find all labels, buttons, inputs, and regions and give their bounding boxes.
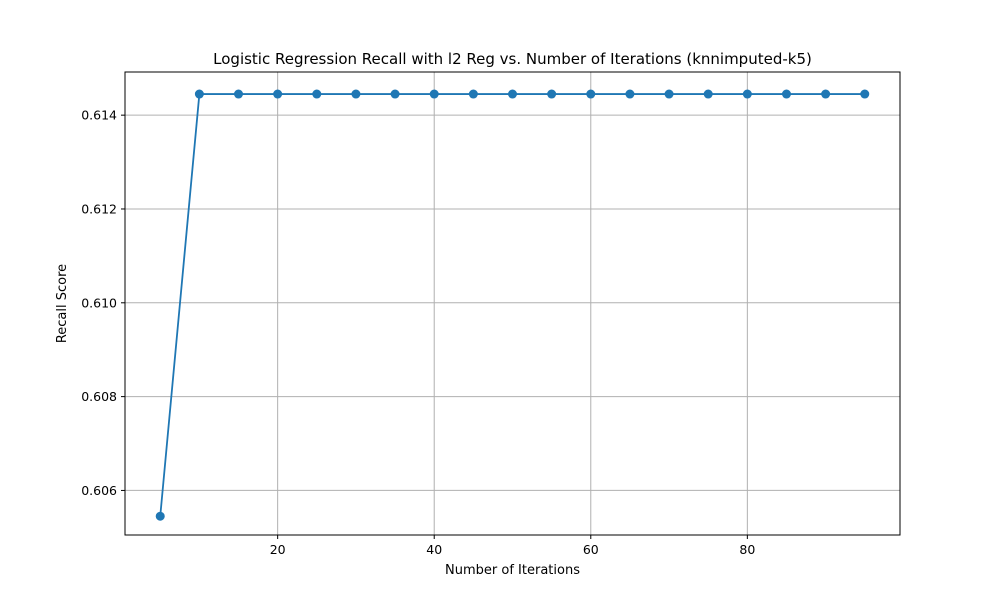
data-point xyxy=(547,89,557,99)
chart-title: Logistic Regression Recall with l2 Reg v… xyxy=(213,50,812,68)
data-point xyxy=(781,89,791,99)
plot-area-frame xyxy=(124,71,901,536)
data-point xyxy=(625,89,635,99)
data-point xyxy=(508,89,517,99)
data-point xyxy=(351,89,361,99)
data-point xyxy=(194,89,204,99)
data-point xyxy=(234,89,244,99)
data-point xyxy=(742,89,752,99)
x-tick-label: 80 xyxy=(739,542,755,557)
y-tick-label: 0.608 xyxy=(81,389,117,404)
data-point xyxy=(312,89,322,99)
data-point xyxy=(703,89,713,99)
data-point xyxy=(273,89,283,99)
data-point xyxy=(468,89,478,99)
y-tick-label: 0.614 xyxy=(81,108,117,123)
data-point xyxy=(586,89,596,99)
data-point xyxy=(664,89,674,99)
axis-ticks: 20 40 60 80 0.606 0.608 0.610 0.612 0.614 xyxy=(81,108,755,557)
x-tick-label: 60 xyxy=(583,542,599,557)
data-point xyxy=(860,89,870,99)
data-point xyxy=(429,89,439,99)
x-tick-label: 20 xyxy=(270,542,286,557)
y-tick-label: 0.612 xyxy=(81,201,117,216)
data-series xyxy=(155,89,870,521)
data-point xyxy=(821,89,831,99)
data-point xyxy=(390,89,400,99)
grid-lines xyxy=(125,72,900,535)
y-axis-label: Recall Score xyxy=(55,264,70,343)
x-axis-label: Number of Iterations xyxy=(445,563,580,578)
data-point xyxy=(155,511,165,521)
y-tick-label: 0.610 xyxy=(81,295,117,310)
y-tick-label: 0.606 xyxy=(81,483,117,498)
x-tick-label: 40 xyxy=(426,542,442,557)
